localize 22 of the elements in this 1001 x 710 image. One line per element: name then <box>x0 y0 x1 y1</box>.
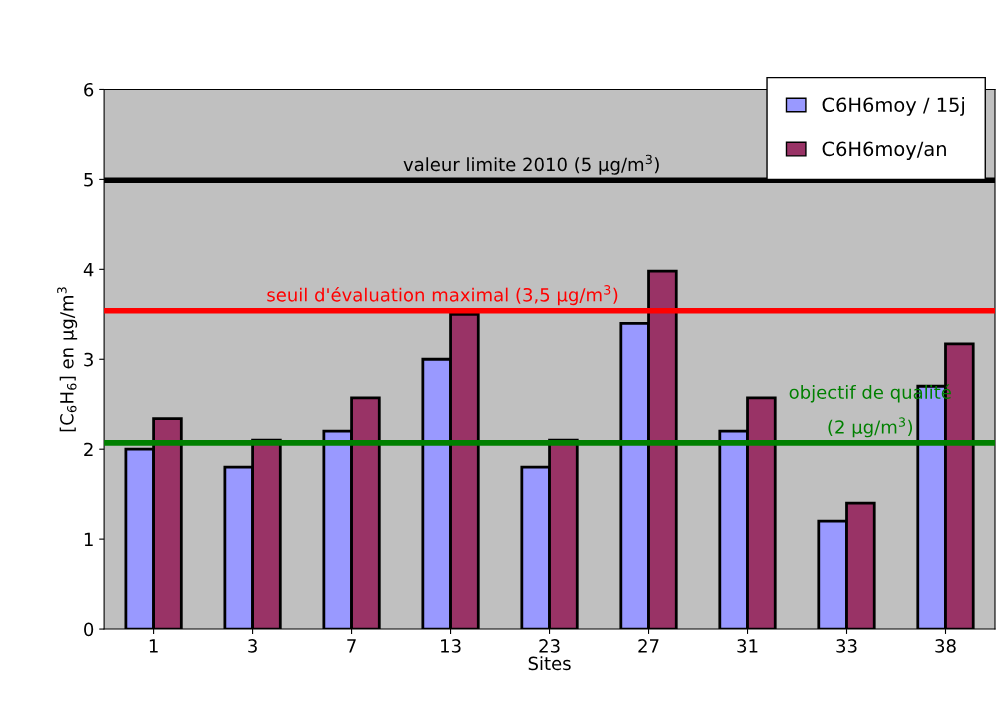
x-tick-label: 7 <box>347 639 356 653</box>
x-axis-title: Sites <box>528 656 571 671</box>
y-tick-label: 1 <box>84 532 93 546</box>
legend-label: C6H6moy / 15j <box>822 97 964 116</box>
x-tick-label: 38 <box>935 639 956 653</box>
y-tick-label: 6 <box>84 82 94 97</box>
x-tick-label: 31 <box>737 639 758 653</box>
ref-line-label: seuil d'évaluation maximal (3,5 μg/m$^{3}$) <box>267 285 618 306</box>
y-tick-label: 2 <box>84 442 93 457</box>
y-tick-label: 4 <box>83 263 94 277</box>
legend-label: C6H6moy/an <box>822 141 946 160</box>
y-tick-label: 3 <box>84 352 93 367</box>
x-tick-label: 13 <box>441 639 461 653</box>
x-tick-label: 27 <box>638 639 659 653</box>
x-tick-label: 3 <box>248 639 257 653</box>
y-tick-label: 0 <box>84 622 94 637</box>
y-axis-title: [C$_{6}$H$_{6}$] en μg/m$^{3}$ <box>57 287 78 432</box>
x-tick-label: 1 <box>149 639 158 653</box>
ref-line-label: valeur limite 2010 (5 μg/m$^{3}$) <box>403 154 659 175</box>
y-tick-label: 5 <box>84 173 93 187</box>
x-tick-label: 33 <box>836 639 857 653</box>
x-tick-label: 23 <box>539 639 560 653</box>
